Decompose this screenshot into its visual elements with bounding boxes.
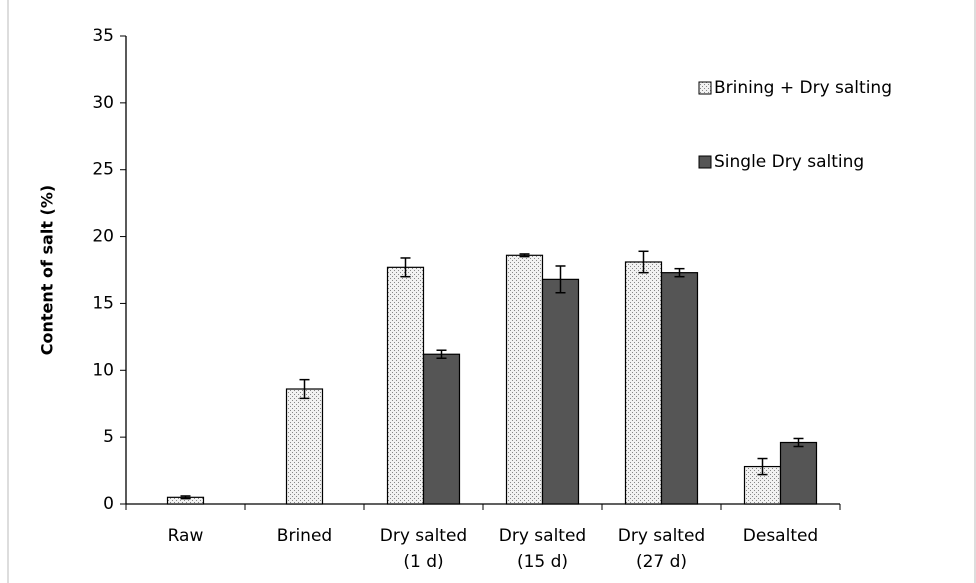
- error-bar: [555, 265, 566, 294]
- error-bar: [674, 267, 685, 278]
- y-tick-label: 5: [103, 427, 114, 447]
- error-bar: [436, 349, 447, 360]
- legend-swatch: [698, 155, 712, 169]
- x-tick-label: Raw: [168, 526, 204, 546]
- bar: [386, 266, 425, 505]
- y-axis-label: Content of salt (%): [38, 185, 57, 355]
- y-tick-label: 20: [92, 227, 114, 247]
- error-bar: [299, 378, 310, 400]
- y-tick-label: 10: [92, 360, 114, 380]
- x-tick-label: Desalted: [743, 526, 818, 546]
- frame: [7, 0, 976, 583]
- y-tick-label: 30: [92, 93, 114, 113]
- bar: [541, 278, 580, 505]
- legend-label: Single Dry salting: [714, 152, 864, 172]
- y-tick-label: 25: [92, 160, 114, 180]
- error-bar: [400, 257, 411, 278]
- x-tick-label: Brined: [277, 526, 332, 546]
- error-bar: [638, 250, 649, 274]
- y-tick-label: 0: [103, 494, 114, 514]
- x-tick-label: Dry salted (15 d): [499, 526, 586, 572]
- bar: [285, 388, 324, 505]
- error-bar: [793, 437, 804, 448]
- bar: [624, 261, 663, 505]
- x-tick-label: Dry salted (1 d): [380, 526, 467, 572]
- bar: [505, 254, 544, 505]
- x-tick-label: Dry salted (27 d): [618, 526, 705, 572]
- y-tick-label: 35: [92, 26, 114, 46]
- bar: [660, 272, 699, 505]
- error-bar: [757, 457, 768, 476]
- bar: [779, 441, 818, 505]
- legend-label: Brining + Dry salting: [714, 78, 892, 98]
- error-bar: [519, 253, 530, 258]
- error-bar: [180, 495, 191, 500]
- bar: [422, 353, 461, 505]
- y-tick-label: 15: [92, 293, 114, 313]
- legend-swatch: [698, 81, 712, 95]
